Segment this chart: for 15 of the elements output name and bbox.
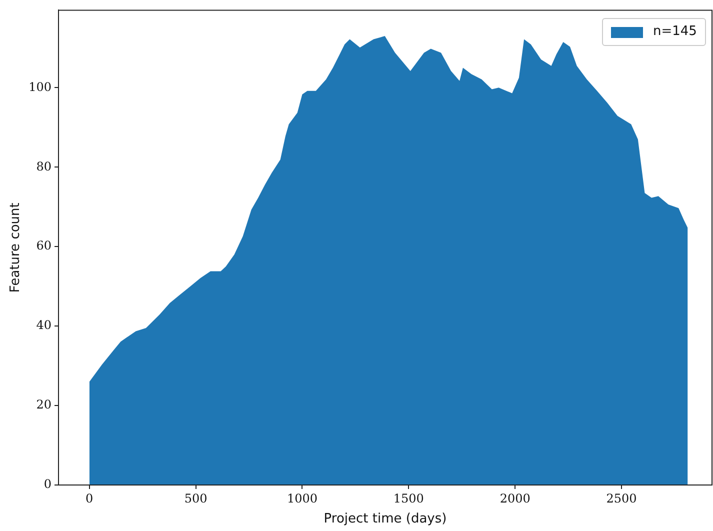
y-tick-label: 40	[36, 318, 52, 332]
x-tick-label: 1500	[393, 491, 424, 506]
x-tick-label: 2000	[500, 491, 530, 506]
x-tick-label: 500	[184, 491, 208, 506]
x-tick-label: 2500	[606, 491, 637, 506]
y-tick-label: 60	[36, 238, 52, 253]
y-axis-title: Feature count	[8, 202, 24, 293]
y-tick-label: 80	[36, 159, 52, 174]
x-axis-title: Project time (days)	[324, 512, 447, 527]
legend-label: n=145	[653, 24, 697, 40]
y-tick-label: 100	[28, 80, 52, 94]
x-tick-label: 0	[86, 491, 94, 506]
x-tick-label: 1000	[286, 491, 318, 506]
y-tick-label: 20	[36, 398, 52, 412]
y-tick-label: 0	[44, 477, 52, 492]
